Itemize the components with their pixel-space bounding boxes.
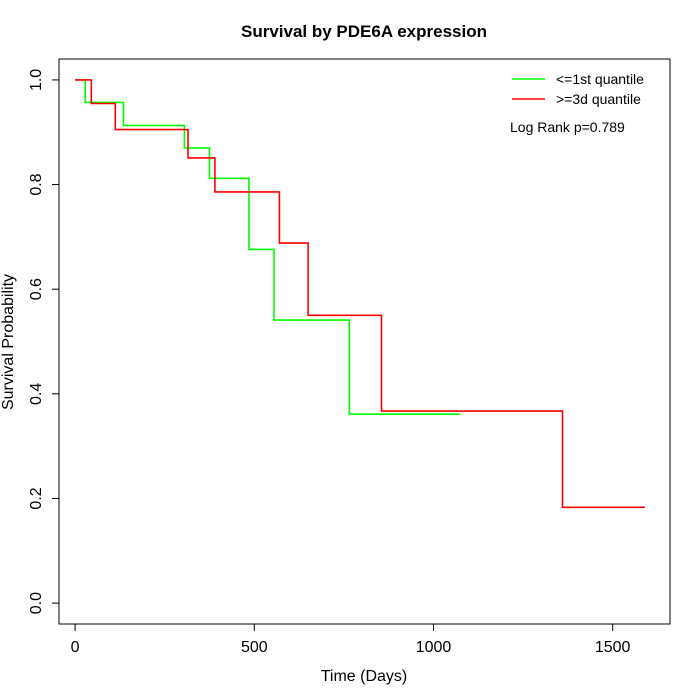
y-tick-label: 0.2 (28, 487, 45, 509)
x-tick-label: 0 (71, 639, 80, 656)
plot-frame (58, 58, 671, 625)
y-axis-label: Survival Probability (0, 274, 17, 410)
x-axis: 0 500 1000 1500 (71, 623, 631, 656)
y-axis: 0.0 0.2 0.4 0.6 0.8 1.0 (28, 69, 60, 614)
log-rank-annotation: Log Rank p=0.789 (510, 119, 625, 135)
y-tick-label: 0.0 (28, 592, 45, 614)
x-axis-label: Time (Days) (321, 668, 408, 685)
y-tick-label: 0.6 (28, 278, 45, 300)
y-tick-label: 0.8 (28, 173, 45, 195)
x-tick-label: 500 (241, 639, 268, 656)
legend-label-2: >=3d quantile (556, 91, 641, 107)
y-tick-label: 0.4 (28, 383, 45, 405)
x-tick-label: 1500 (595, 639, 631, 656)
legend: <=1st quantile >=3d quantile (512, 71, 644, 107)
legend-label-1: <=1st quantile (556, 71, 644, 87)
series-line-1 (75, 79, 461, 416)
series-layer (75, 79, 645, 509)
series-line-2 (75, 79, 645, 509)
y-tick-label: 1.0 (28, 69, 45, 91)
x-tick-label: 1000 (416, 639, 452, 656)
chart-title: Survival by PDE6A expression (241, 22, 487, 41)
